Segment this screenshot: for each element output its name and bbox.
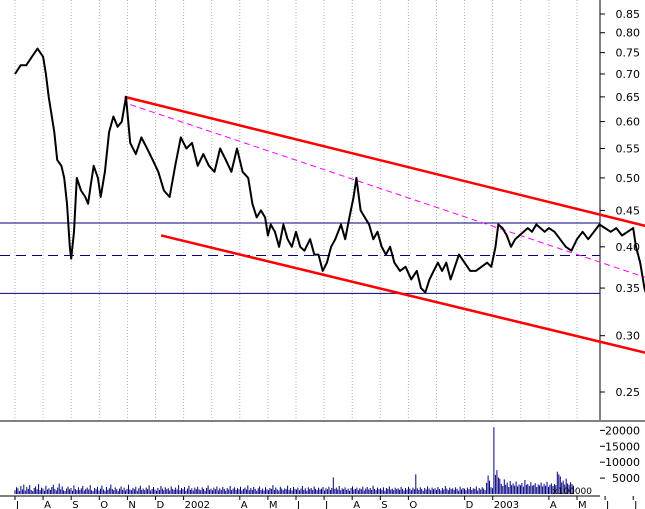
month-label: 2003: [494, 500, 519, 509]
price-tick-label: 0.65: [616, 91, 641, 104]
month-label: A: [550, 500, 557, 509]
price-tick-label: 0.25: [616, 386, 641, 399]
month-label: S: [381, 500, 387, 509]
volume-unit-label: x100000: [552, 487, 592, 497]
month-label: J: [15, 500, 19, 509]
vertical-grid: [14, 0, 578, 420]
month-label: J: [296, 500, 300, 509]
month-label: 2002: [185, 500, 210, 509]
volume-tick-label: 10000: [605, 456, 640, 469]
month-label: M: [269, 500, 278, 509]
volume-tick-label: 5000: [612, 472, 640, 485]
month-label: O: [100, 500, 108, 509]
month-label: M: [578, 500, 587, 509]
price-series-line: [14, 47, 645, 294]
price-tick-label: 0.85: [616, 8, 641, 21]
month-label: A: [241, 500, 248, 509]
price-tick-label: 0.45: [616, 204, 641, 217]
month-label: N: [128, 500, 135, 509]
price-axis: 0.85 0.80 0.75 0.70 0.65 0.60 0.55 0.50 0.45 0.40…: [600, 8, 640, 399]
month-label: J: [324, 500, 328, 509]
volume-axis: 20000 15000 10000 5000: [600, 424, 640, 485]
price-tick-label: 0.30: [616, 330, 641, 343]
price-tick-label: 0.70: [616, 68, 641, 81]
price-tick-label: 0.80: [616, 27, 641, 40]
month-label: A: [44, 500, 51, 509]
midline-line: [130, 104, 645, 278]
price-tick-label: 0.35: [616, 282, 641, 295]
month-label: J: [633, 500, 637, 509]
channel-upper-line: [124, 95, 645, 228]
month-label: D: [157, 500, 165, 509]
month-label: O: [409, 500, 417, 509]
price-tick-label: 0.40: [616, 241, 641, 254]
price-tick-label: 0.60: [616, 116, 641, 129]
month-axis: JASOND2002AMJJASOD2003AMJJASOND2004AMJJA…: [14, 496, 637, 509]
channel-lines: [124, 95, 645, 354]
horizontal-levels: [0, 222, 600, 294]
price-tick-label: 0.50: [616, 172, 641, 185]
month-label: A: [353, 500, 360, 509]
month-label: S: [72, 500, 78, 509]
price-panel: 0.85 0.80 0.75 0.70 0.65 0.60 0.55 0.50 0.45 0.40…: [0, 0, 645, 420]
channel-lower-line: [160, 234, 645, 354]
volume-tick-label: 20000: [605, 424, 640, 437]
price-tick-label: 0.55: [616, 142, 641, 155]
month-label: J: [605, 500, 609, 509]
month-label: D: [466, 500, 474, 509]
volume-panel: 20000 15000 10000 5000 x100000: [14, 424, 640, 497]
volume-bars: [14, 427, 574, 494]
volume-tick-label: 15000: [605, 440, 640, 453]
price-tick-label: 0.75: [616, 47, 641, 60]
